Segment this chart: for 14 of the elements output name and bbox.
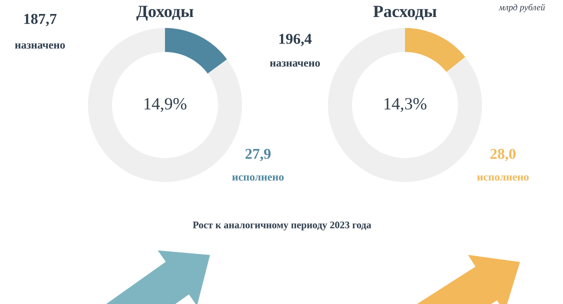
chart-title: Расходы [373, 6, 437, 20]
text: млрд рублей [498, 4, 545, 12]
text: 14,9% [144, 98, 186, 112]
text: 187,7 [24, 14, 57, 26]
text: 14,3% [384, 98, 426, 112]
text: Рост к аналогичному периоду 2023 года [192, 222, 372, 230]
text: 27,9 [246, 148, 271, 162]
text: назначено [15, 43, 65, 49]
text: исполнено [232, 175, 284, 181]
text: 196,4 [279, 34, 312, 46]
text: назначено [270, 61, 320, 67]
text: исполнено [477, 175, 529, 181]
chart-title: Доходы [136, 6, 194, 21]
text: 28,0 [490, 148, 516, 162]
